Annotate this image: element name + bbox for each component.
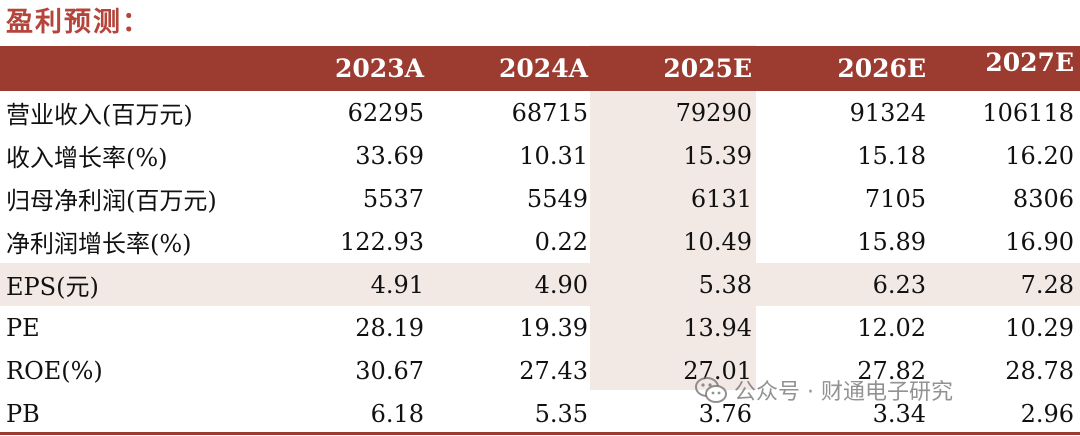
header-cell-2024a: 2024A [499, 54, 588, 83]
table-row: 营业收入(百万元) 62295 68715 79290 91324 106118 [0, 91, 1080, 134]
header-cell-2025e: 2025E [663, 54, 752, 83]
table-cell: 5.38 [698, 270, 752, 299]
table-cell: 4.91 [370, 270, 424, 299]
table-cell: 33.69 [355, 141, 424, 170]
table-cell: 27.01 [683, 356, 752, 385]
header-cell-label [6, 46, 276, 91]
table-cell: 5549 [526, 184, 588, 213]
table-cell: 5537 [362, 184, 424, 213]
header-cell-2027e: 2027E [985, 48, 1074, 77]
row-label: PE [6, 313, 40, 342]
table-cell: 16.20 [1005, 141, 1074, 170]
table-cell: 10.29 [1005, 313, 1074, 342]
table-row: PE 28.19 19.39 13.94 12.02 10.29 [0, 306, 1080, 349]
table-cell: 3.34 [872, 399, 926, 428]
watermark-text: 公众号 · 财通电子研究 [734, 380, 953, 405]
row-label: 净利润增长率(%) [6, 230, 192, 258]
row-label: 收入增长率(%) [6, 144, 168, 172]
table-cell: 8306 [1012, 184, 1074, 213]
forecast-table: 2023A 2024A 2025E 2026E 2027E 营业收入(百万元) … [0, 46, 1080, 435]
header-cell-2026e: 2026E [837, 54, 926, 83]
table-row: ROE(%) 30.67 27.43 27.01 27.82 28.78 [0, 349, 1080, 392]
page-title: 盈利预测： [6, 7, 151, 38]
watermark: 公众号 · 财通电子研究 [694, 372, 953, 408]
row-label: ROE(%) [6, 356, 103, 385]
table-cell: 62295 [347, 98, 424, 127]
table-cell: 79290 [675, 98, 752, 127]
table-header-row: 2023A 2024A 2025E 2026E 2027E [0, 46, 1080, 91]
table-row: 收入增长率(%) 33.69 10.31 15.39 15.18 16.20 [0, 134, 1080, 177]
table-cell: 106118 [982, 98, 1074, 127]
header-cell-2023a: 2023A [335, 54, 424, 83]
table-cell: 4.90 [534, 270, 588, 299]
highlight-column-2025e [590, 45, 756, 390]
row-label: EPS(元) [6, 273, 99, 301]
table-cell: 7105 [864, 184, 926, 213]
table-cell: 2.96 [1020, 399, 1074, 428]
table-cell: 28.78 [1005, 356, 1074, 385]
table-cell: 10.49 [683, 227, 752, 256]
table-row: EPS(元) 4.91 4.90 5.38 6.23 7.28 [0, 263, 1080, 306]
table-cell: 0.22 [534, 227, 588, 256]
row-label: 营业收入(百万元) [6, 101, 193, 129]
table-cell: 15.89 [857, 227, 926, 256]
table-cell: 15.39 [683, 141, 752, 170]
table-cell: 6.23 [872, 270, 926, 299]
table-cell: 30.67 [355, 356, 424, 385]
wechat-icon [695, 377, 727, 403]
table-cell: 91324 [849, 98, 926, 127]
table-row: 归母净利润(百万元) 5537 5549 6131 7105 8306 [0, 177, 1080, 220]
table-cell: 12.02 [857, 313, 926, 342]
table-cell: 6.18 [370, 399, 424, 428]
table-cell: 3.76 [698, 399, 752, 428]
table-cell: 5.35 [534, 399, 588, 428]
table-row: 净利润增长率(%) 122.93 0.22 10.49 15.89 16.90 [0, 220, 1080, 263]
row-label: PB [6, 399, 40, 428]
table-cell: 28.19 [355, 313, 424, 342]
table-cell: 6131 [690, 184, 752, 213]
table-row: PB 6.18 5.35 3.76 3.34 2.96 [0, 392, 1080, 435]
table-bottom-border [0, 432, 1080, 435]
table-cell: 68715 [511, 98, 588, 127]
table-cell: 16.90 [1005, 227, 1074, 256]
table-cell: 19.39 [519, 313, 588, 342]
table-cell: 13.94 [683, 313, 752, 342]
table-cell: 7.28 [1020, 270, 1074, 299]
row-label: 归母净利润(百万元) [6, 187, 217, 215]
table-cell: 27.43 [519, 356, 588, 385]
table-cell: 27.82 [857, 356, 926, 385]
table-cell: 10.31 [519, 141, 588, 170]
table-cell: 15.18 [857, 141, 926, 170]
table-cell: 122.93 [340, 227, 424, 256]
